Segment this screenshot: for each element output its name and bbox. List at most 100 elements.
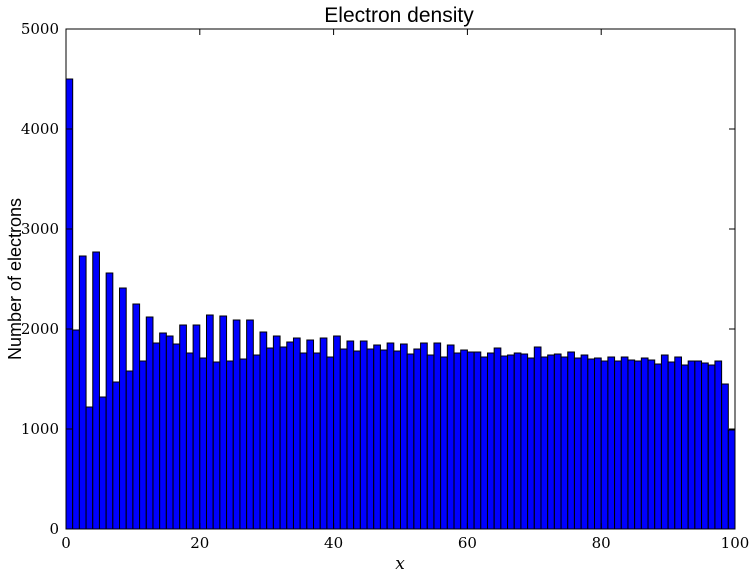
- histogram-bar: [279, 346, 288, 530]
- histogram-bar: [145, 316, 154, 530]
- x-tick-label: 40: [324, 534, 343, 552]
- histogram-bar: [520, 353, 529, 530]
- histogram-bar: [493, 347, 502, 530]
- histogram-bar: [65, 78, 74, 530]
- histogram-bar: [359, 340, 368, 530]
- histogram-bar: [159, 332, 167, 530]
- histogram-bar: [239, 358, 248, 530]
- histogram-bar: [446, 344, 455, 530]
- histogram-bar: [694, 360, 703, 530]
- histogram-bar: [660, 354, 669, 530]
- histogram-bar: [634, 360, 642, 530]
- histogram-bar: [326, 356, 335, 530]
- histogram-bar: [527, 357, 535, 530]
- histogram-bar: [567, 351, 575, 530]
- histogram-bar: [259, 331, 268, 530]
- histogram-bar: [614, 360, 622, 530]
- histogram-bar: [165, 335, 174, 530]
- histogram-bar: [573, 357, 582, 530]
- x-tick-label: 0: [61, 534, 71, 552]
- x-tick-label: 60: [458, 534, 477, 552]
- histogram-bar: [594, 357, 602, 530]
- histogram-bar: [587, 358, 596, 530]
- y-tick-label: 5000: [21, 20, 59, 38]
- chart-title: Electron density: [324, 4, 474, 27]
- histogram-bar: [600, 360, 609, 530]
- x-tick-label: 100: [721, 534, 750, 552]
- x-tick-label: 80: [592, 534, 611, 552]
- histogram-bar: [701, 362, 709, 530]
- histogram-bar: [72, 329, 80, 530]
- histogram-bar: [560, 356, 569, 530]
- y-tick-label: 4000: [21, 120, 59, 138]
- histogram-bar: [406, 353, 415, 530]
- histogram-bar: [680, 364, 689, 530]
- y-axis-label: Number of electrons: [5, 198, 25, 360]
- histogram-bar: [533, 346, 542, 530]
- histogram-bar: [687, 360, 696, 530]
- y-tick-label: 1000: [21, 420, 59, 438]
- histogram-bar: [714, 360, 723, 530]
- histogram-bar: [266, 347, 274, 530]
- histogram-bar: [507, 354, 515, 530]
- histogram-bar: [366, 348, 375, 530]
- histogram-bar: [640, 357, 649, 530]
- histogram-bar: [580, 354, 589, 530]
- histogram-bar: [272, 335, 281, 530]
- histogram-bar: [78, 255, 87, 530]
- histogram-bar: [473, 351, 482, 530]
- histogram-bar: [119, 287, 127, 530]
- histogram-bar: [152, 342, 161, 530]
- histogram-bar: [620, 356, 629, 530]
- histogram-bar: [553, 353, 562, 530]
- histogram-bar: [286, 341, 294, 530]
- bars-group: [65, 78, 736, 530]
- histogram-bar: [426, 354, 435, 530]
- x-axis-ticks: 0 20 40 60 80 100: [61, 29, 749, 552]
- x-axis-label: x: [395, 554, 405, 574]
- y-tick-label: 3000: [21, 220, 59, 238]
- histogram-bar: [292, 337, 301, 530]
- histogram-bar: [299, 352, 308, 530]
- histogram-bar: [313, 352, 321, 530]
- histogram-bar: [654, 363, 662, 530]
- histogram-bar: [112, 381, 121, 530]
- histogram-bar: [192, 324, 201, 530]
- histogram-bar: [205, 314, 214, 530]
- histogram-bar: [353, 350, 361, 530]
- histogram-bar: [547, 354, 555, 530]
- plot-frame: [65, 28, 736, 530]
- histogram-bar: [98, 396, 107, 530]
- histogram-bar: [513, 352, 522, 530]
- histogram-bar: [105, 272, 114, 530]
- histogram-bar: [179, 324, 187, 530]
- histogram-bar: [627, 359, 636, 530]
- histogram-bar: [413, 348, 422, 530]
- histogram-bar: [232, 319, 241, 530]
- histogram-bar: [386, 342, 395, 530]
- histogram-bar: [319, 337, 328, 530]
- histogram-bar: [466, 351, 475, 530]
- histogram-bar: [212, 361, 221, 530]
- y-axis-ticks: 0 1000 2000 3000 4000 5000: [21, 20, 735, 538]
- histogram-bar: [185, 352, 194, 530]
- histogram-bar: [420, 342, 428, 530]
- histogram-bar: [400, 343, 408, 530]
- histogram-bar: [460, 349, 468, 530]
- histogram-bar: [85, 406, 94, 530]
- histogram-bar: [172, 343, 181, 530]
- histogram-bar: [199, 357, 207, 530]
- y-tick-label: 2000: [21, 320, 59, 338]
- histogram-bar: [246, 319, 254, 530]
- histogram-bar: [373, 344, 381, 530]
- histogram-bar: [607, 356, 616, 530]
- histogram-bar: [346, 340, 355, 530]
- histogram-bar: [727, 429, 736, 530]
- histogram-bar: [480, 356, 488, 530]
- histogram-bar: [721, 383, 729, 530]
- histogram-bar: [306, 339, 315, 530]
- histogram-bar: [500, 355, 509, 530]
- y-tick-label: 0: [49, 520, 59, 538]
- histogram-bar: [486, 352, 495, 530]
